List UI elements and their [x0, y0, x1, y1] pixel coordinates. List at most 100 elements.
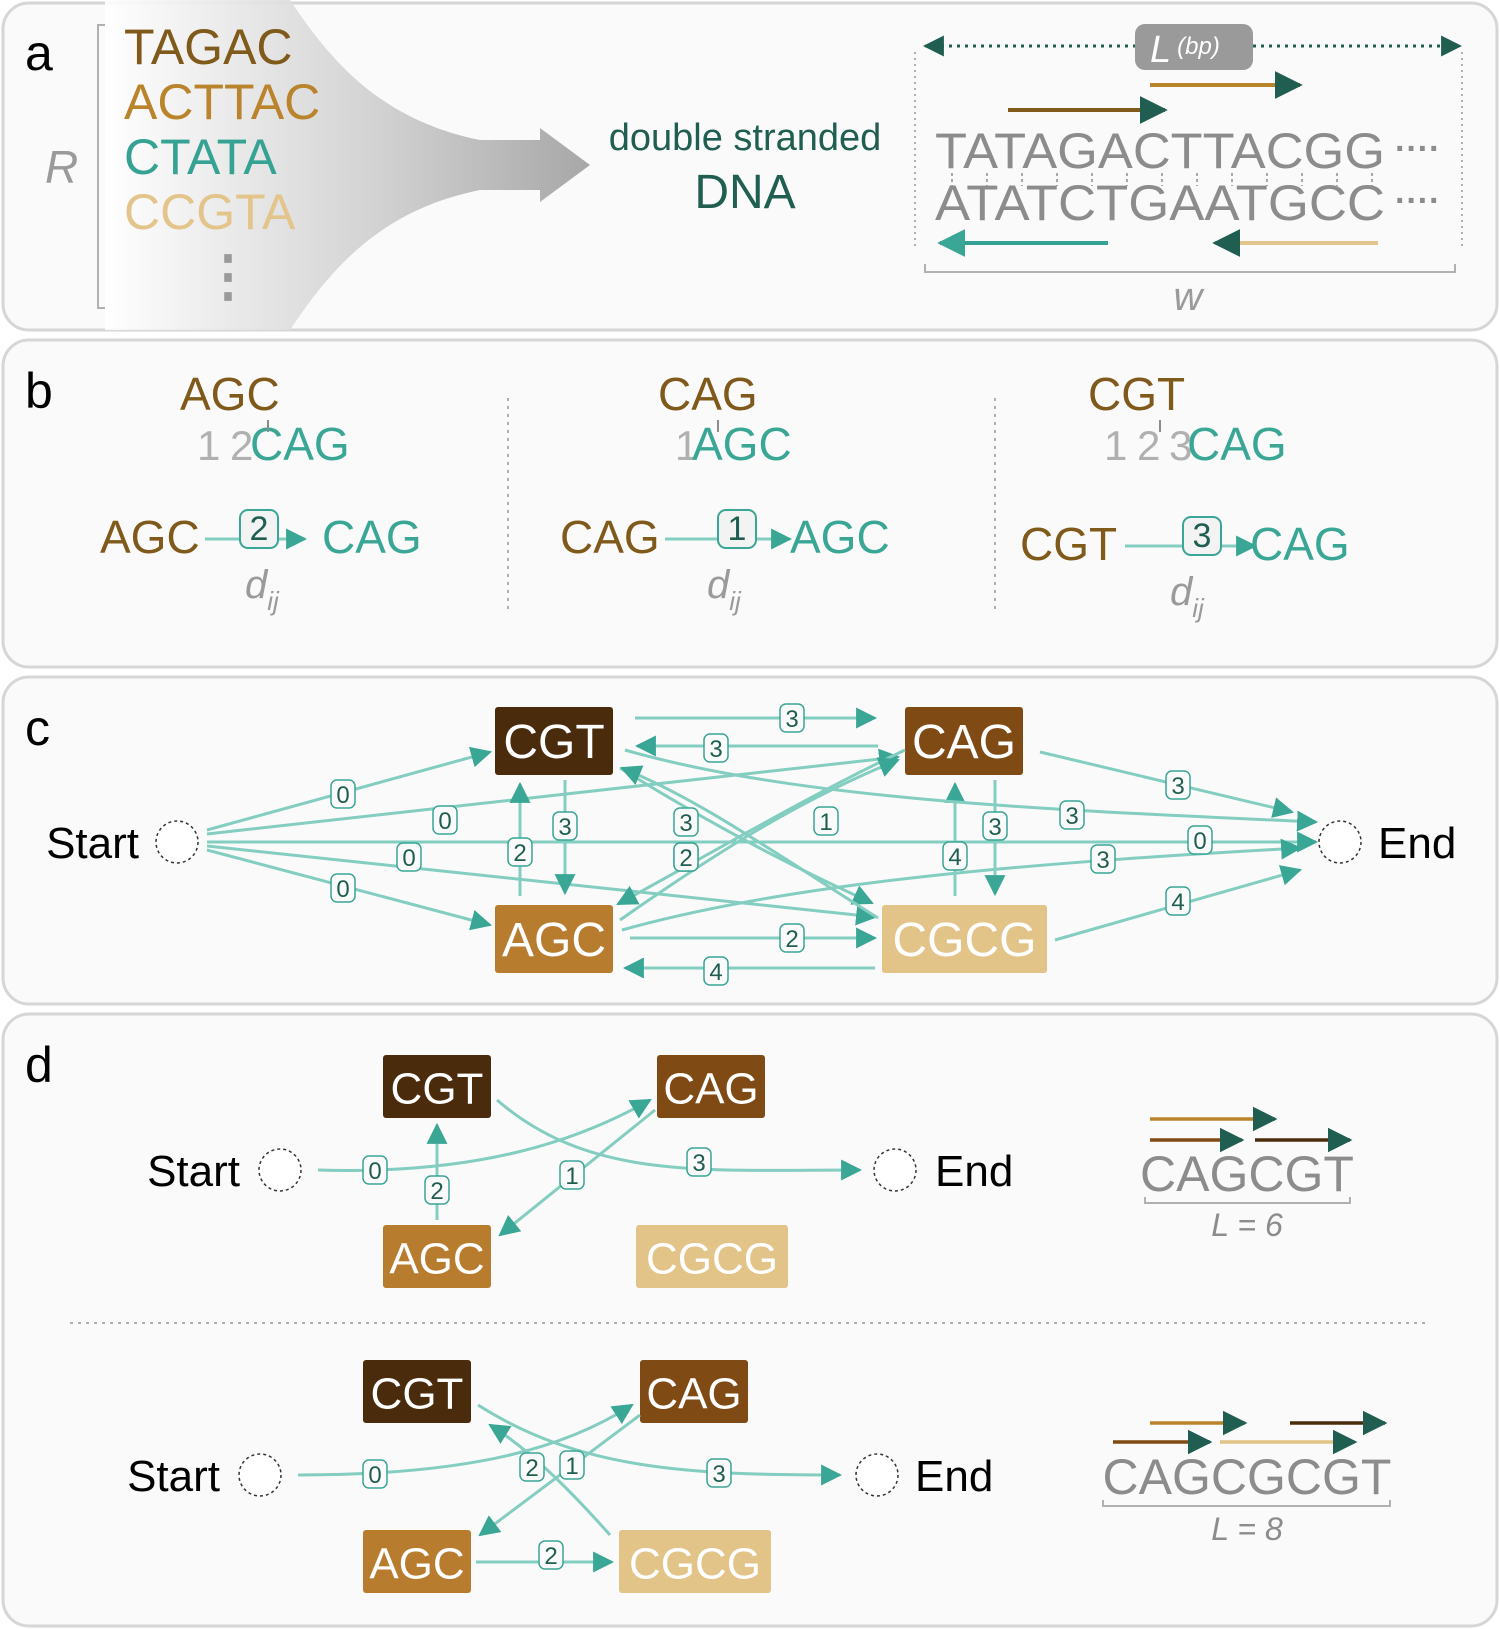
- end-node: [1318, 820, 1362, 864]
- edge: [616, 748, 906, 906]
- read-4: CCGTA: [124, 184, 296, 240]
- node-agc: [383, 1225, 491, 1288]
- seq2-text: CAGCGCGT: [1103, 1449, 1392, 1505]
- length-badge: [1135, 24, 1253, 70]
- edge-weight-symbol: dij: [245, 563, 280, 616]
- edge-weight: 2: [430, 1178, 443, 1205]
- node-cag: [657, 1055, 765, 1118]
- node-cgcg: [636, 1225, 788, 1288]
- edge-from-read: CGT: [1020, 518, 1117, 570]
- edge-weight: 3: [1065, 803, 1078, 830]
- edge-weight-badge: [507, 837, 533, 867]
- read-3: CTATA: [124, 129, 277, 185]
- edge: [206, 748, 901, 836]
- edge-weight: 4: [709, 959, 722, 986]
- node-cag: [905, 707, 1023, 775]
- reads-ellipsis: ⋮: [200, 244, 256, 307]
- seq2-length: L = 8: [1211, 1511, 1283, 1547]
- offset-digit: 1: [197, 422, 220, 469]
- start-label: Start: [46, 819, 139, 868]
- edge-weight: 2: [525, 1455, 538, 1482]
- edge-weight: 0: [336, 782, 349, 809]
- edge-weight: 3: [709, 736, 722, 763]
- node-cgt: [363, 1360, 471, 1423]
- edge-weight-badge: [1165, 770, 1191, 800]
- edge-weight-symbol: dij: [1170, 570, 1205, 623]
- edge-weight: 3: [712, 1461, 725, 1488]
- edge-weight: 3: [679, 810, 692, 837]
- product-line1: double stranded: [609, 117, 882, 159]
- offset-digit: 1: [675, 422, 698, 469]
- read-2: ACTTAC: [124, 74, 320, 130]
- edge-weight-badge: [396, 842, 422, 872]
- edge-weight-badge: [1059, 800, 1085, 830]
- edge-weight: 4: [1171, 889, 1184, 916]
- edge-weight: 3: [1171, 773, 1184, 800]
- edge-weight-badge: [424, 1175, 450, 1205]
- edge-weight-badge: [362, 1459, 388, 1489]
- seq2-bracket: [1102, 1500, 1391, 1507]
- edge: [477, 1403, 843, 1486]
- end-label: End: [915, 1452, 993, 1501]
- edge-weight-badge: [703, 733, 729, 763]
- edge-weight-badge: [779, 703, 805, 733]
- edge-weight: 3: [988, 814, 1001, 841]
- product-line2: DNA: [694, 166, 795, 219]
- edge-weight-badge: [559, 1450, 585, 1480]
- offset-digit: 1: [1104, 422, 1127, 469]
- edge-weight-badge: [559, 1160, 585, 1190]
- node-label: CAG: [912, 716, 1016, 769]
- overlap-graph: CGTCAGAGCCGCGStartEnd0000033323212342433…: [46, 703, 1456, 986]
- edge-weight-badge: [673, 842, 699, 872]
- node-label: CGCG: [629, 1540, 761, 1589]
- edge: [624, 748, 1319, 832]
- edge: [619, 766, 874, 905]
- node-label: CGT: [503, 716, 604, 769]
- edge-weight-badge: [538, 1540, 564, 1570]
- edge-weight-badge: [779, 923, 805, 953]
- node-label: CGT: [371, 1370, 464, 1419]
- edge-weight: 0: [368, 1462, 381, 1489]
- edge-weight: 0: [402, 845, 415, 872]
- length-label: L (bp): [1150, 29, 1220, 71]
- panel-a-frame: [1, 1, 1499, 332]
- top-strand-dots: ····: [1395, 130, 1440, 168]
- reads-funnel: [105, 0, 590, 330]
- panel-b-label: b: [25, 363, 53, 419]
- edge-to-read: CAG: [322, 511, 422, 563]
- edge-weight: 1: [565, 1163, 578, 1190]
- edge-weight-badge: [330, 873, 356, 903]
- read-1: TAGAC: [124, 19, 293, 75]
- edge-weight: 0: [1193, 828, 1206, 855]
- node-label: CAG: [663, 1065, 758, 1114]
- edge-to-read: AGC: [790, 511, 890, 563]
- width-bracket: [924, 264, 1456, 273]
- panel-b-frame: [1, 338, 1499, 669]
- offset-digit: 3: [1169, 422, 1192, 469]
- edge-weight-badge: [703, 956, 729, 986]
- edge-weight-symbol: dij: [707, 563, 742, 616]
- overlap-top-read: AGC: [180, 368, 280, 420]
- edge-weight: 2: [250, 510, 269, 548]
- node-label: CGT: [391, 1065, 484, 1114]
- node-label: CGCG: [893, 914, 1037, 967]
- overlap-top-read: CGT: [1088, 368, 1185, 420]
- edge-weight: 3: [1193, 517, 1212, 555]
- edge-weight-badge: [519, 1452, 545, 1482]
- edge-weight-badge: [432, 805, 458, 835]
- set-bracket: [97, 24, 105, 309]
- node-cag: [640, 1360, 748, 1423]
- edge: [488, 1423, 612, 1536]
- edge-weight: 2: [679, 845, 692, 872]
- edge-weight-badge: [1165, 886, 1191, 916]
- edge-to-read: CAG: [1250, 518, 1350, 570]
- edge-weight-badge: [673, 807, 699, 837]
- edge-weight-badge: [982, 811, 1008, 841]
- edge-weight-badge: [330, 779, 356, 809]
- node-agc: [495, 905, 613, 973]
- bottom-strand: ATATCTGAATGCC: [935, 175, 1385, 231]
- node-cgt: [383, 1055, 491, 1118]
